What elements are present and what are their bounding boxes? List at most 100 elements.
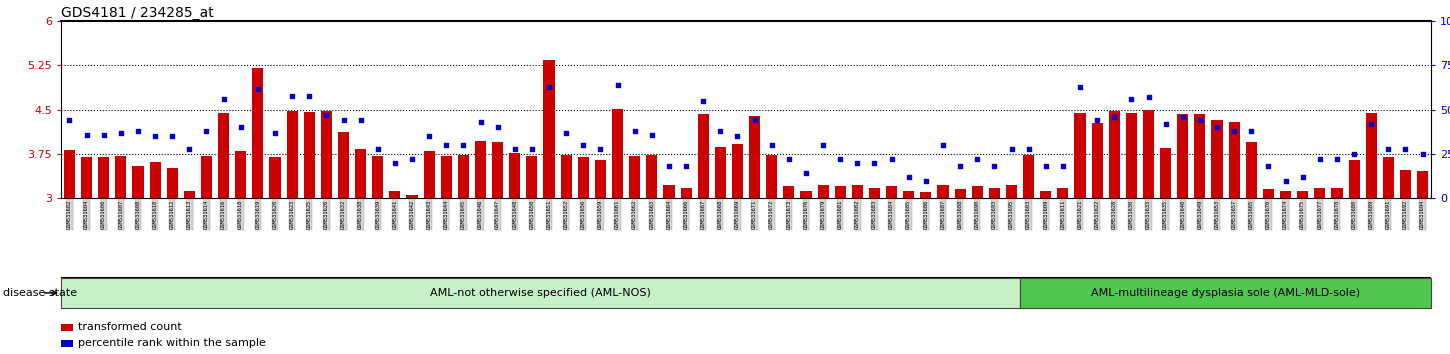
Text: GSM531623: GSM531623 [290, 200, 294, 229]
Point [674, 164, 697, 169]
Bar [1143, 110, 1154, 198]
Text: GSM531664: GSM531664 [667, 200, 671, 229]
Bar [116, 156, 126, 198]
Bar [492, 142, 503, 198]
Point [297, 93, 320, 98]
Text: GDS4181 / 234285_at: GDS4181 / 234285_at [61, 6, 213, 20]
Point [452, 142, 476, 148]
Point [1222, 128, 1246, 134]
Text: GSM531686: GSM531686 [924, 200, 928, 229]
Text: GSM531619: GSM531619 [255, 200, 261, 229]
Text: GSM531652: GSM531652 [564, 200, 568, 229]
Bar [373, 156, 383, 198]
Text: GSM531675: GSM531675 [1301, 200, 1305, 229]
Text: GSM531630: GSM531630 [1130, 200, 1134, 229]
Point [1275, 178, 1298, 183]
Bar [99, 157, 109, 198]
Point [1069, 84, 1092, 90]
Point [983, 164, 1006, 169]
Bar [715, 147, 726, 198]
Text: GSM531674: GSM531674 [1283, 200, 1288, 229]
Bar [647, 155, 657, 198]
Bar [1280, 191, 1290, 198]
Text: disease state: disease state [3, 288, 77, 298]
Point [383, 160, 406, 166]
Point [194, 128, 218, 134]
Point [1051, 164, 1074, 169]
Point [1240, 128, 1263, 134]
Point [280, 93, 303, 98]
Text: GSM531669: GSM531669 [735, 200, 740, 229]
Text: GSM531613: GSM531613 [187, 200, 191, 229]
Text: GSM531667: GSM531667 [700, 200, 706, 229]
Text: GSM531673: GSM531673 [786, 200, 792, 229]
Bar [1024, 155, 1034, 198]
Bar [1177, 114, 1189, 198]
Bar [1057, 188, 1069, 198]
Text: GSM531642: GSM531642 [409, 200, 415, 229]
Text: GSM531657: GSM531657 [1231, 200, 1237, 229]
Text: GSM531678: GSM531678 [1334, 200, 1340, 229]
Point [915, 178, 938, 183]
Text: GSM531635: GSM531635 [1163, 200, 1169, 229]
Bar [509, 153, 521, 198]
Point [898, 174, 921, 180]
Bar [441, 156, 452, 198]
Point [812, 142, 835, 148]
Text: GSM531694: GSM531694 [1420, 200, 1425, 229]
Point [349, 118, 373, 123]
Bar [64, 150, 75, 198]
Point [1360, 121, 1383, 127]
Bar [218, 113, 229, 198]
Point [948, 164, 972, 169]
Point [571, 142, 594, 148]
Point [93, 132, 116, 137]
Text: GSM531647: GSM531647 [494, 200, 500, 229]
Text: GSM531620: GSM531620 [273, 200, 277, 229]
Text: GSM531685: GSM531685 [906, 200, 911, 229]
Point [1034, 164, 1057, 169]
Text: GSM531604: GSM531604 [84, 200, 88, 229]
Bar [561, 155, 571, 198]
Bar [1298, 190, 1308, 198]
Point [1308, 156, 1331, 162]
Text: GSM531638: GSM531638 [358, 200, 362, 229]
Text: GSM531622: GSM531622 [1095, 200, 1099, 229]
Bar [954, 189, 966, 198]
Point [435, 142, 458, 148]
Point [367, 146, 390, 152]
Point [589, 146, 612, 152]
Bar [252, 68, 264, 198]
Text: GSM531628: GSM531628 [1112, 200, 1116, 229]
Bar [1246, 142, 1257, 198]
Bar [458, 155, 468, 198]
Text: GSM531695: GSM531695 [1009, 200, 1014, 229]
Text: GSM531656: GSM531656 [581, 200, 586, 229]
Point [1172, 114, 1195, 120]
Text: GSM531641: GSM531641 [393, 200, 397, 229]
Text: percentile rank within the sample: percentile rank within the sample [78, 338, 267, 348]
Bar [1331, 188, 1343, 198]
Text: GSM531693: GSM531693 [992, 200, 998, 229]
Bar [1399, 170, 1411, 198]
Bar [921, 192, 931, 198]
Point [126, 128, 149, 134]
Text: GSM531610: GSM531610 [152, 200, 158, 229]
Point [742, 118, 766, 123]
Text: GSM531688: GSM531688 [957, 200, 963, 229]
Text: GSM531684: GSM531684 [889, 200, 895, 229]
Point [1325, 156, 1348, 162]
Point [247, 86, 270, 91]
Text: GSM531661: GSM531661 [615, 200, 621, 229]
Point [332, 118, 355, 123]
Bar [355, 149, 367, 198]
Text: GSM531668: GSM531668 [718, 200, 724, 229]
Text: GSM531683: GSM531683 [871, 200, 877, 229]
Point [845, 160, 869, 166]
Text: GSM531606: GSM531606 [102, 200, 106, 229]
Point [709, 128, 732, 134]
Bar [680, 188, 692, 198]
Text: GSM531621: GSM531621 [1077, 200, 1083, 229]
Text: GSM531609: GSM531609 [1043, 200, 1048, 229]
Bar [629, 156, 641, 198]
